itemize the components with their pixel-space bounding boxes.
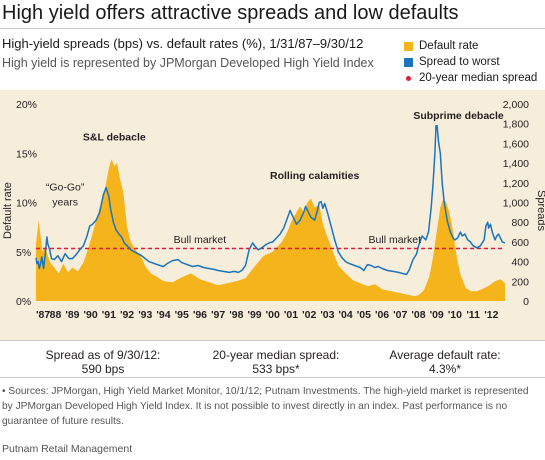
chart-annotation: Bull market — [174, 234, 227, 246]
chart-annotation: “Go-Go” — [46, 182, 85, 194]
x-tick-label: '03 — [320, 309, 334, 321]
footer: Putnam Retail Management — [2, 443, 133, 455]
y-right-tick-label: 400 — [511, 257, 529, 269]
chart-annotation: years — [52, 196, 78, 208]
stat-average-default: Average default rate: 4.3%* — [370, 348, 520, 376]
default-rate-area — [36, 159, 505, 301]
x-tick-label: '99 — [247, 309, 261, 321]
x-tick-label: '08 — [411, 309, 425, 321]
x-tick-label: '90 — [84, 309, 98, 321]
chart-annotation: Bull market — [369, 234, 422, 246]
y-right-tick-label: 1,600 — [503, 138, 529, 150]
y-right-tick-label: 1,400 — [503, 158, 529, 170]
chart-subtitle: High-yield spreads (bps) vs. default rat… — [2, 36, 364, 51]
x-tick-label: '05 — [357, 309, 371, 321]
title-divider — [0, 28, 545, 29]
x-tick-label: '89 — [65, 309, 79, 321]
y-left-tick-label: 5% — [16, 247, 31, 259]
chart-annotation: Rolling calamities — [270, 170, 359, 182]
stats-divider-bottom — [0, 377, 545, 378]
x-tick-label: '04 — [339, 309, 353, 321]
spread-line — [35, 124, 506, 276]
legend: Default rate Spread to worst 20-year med… — [404, 38, 537, 86]
legend-swatch — [404, 41, 413, 51]
y-right-tick-label: 600 — [511, 237, 529, 249]
x-tick-label: '95 — [175, 309, 189, 321]
chart-index-note: High yield is represented by JPMorgan De… — [2, 56, 374, 70]
legend-item-median: 20-year median spread — [404, 70, 537, 86]
stat-label: 20-year median spread: — [212, 348, 340, 362]
y-right-axis-title: Spreads — [535, 190, 545, 231]
legend-item-spread: Spread to worst — [404, 54, 537, 70]
x-tick-label: '02 — [302, 309, 316, 321]
stat-value: 533 bps* — [252, 362, 300, 376]
x-tick-label: '00 — [266, 309, 280, 321]
stats-divider-top — [0, 340, 545, 341]
y-right-tick-label: 800 — [511, 217, 529, 229]
x-tick-label: '93 — [138, 309, 152, 321]
stat-median-spread: 20-year median spread: 533 bps* — [196, 348, 356, 376]
stat-label: Spread as of 9/30/12: — [45, 348, 161, 362]
legend-swatch — [406, 75, 411, 81]
chart-title: High yield offers attractive spreads and… — [2, 2, 459, 24]
y-right-tick-label: 0 — [523, 296, 529, 308]
legend-item-default-rate: Default rate — [404, 38, 537, 54]
y-right-tick-label: 2,000 — [503, 99, 529, 111]
chart-annotation: S&L debacle — [83, 131, 146, 143]
x-tick-label: '97 — [211, 309, 225, 321]
legend-label: Spread to worst — [419, 56, 500, 68]
x-tick-label: '11 — [466, 309, 480, 321]
chart-annotation: Subprime debacle — [413, 110, 504, 122]
sources-note: • Sources: JPMorgan, High Yield Market M… — [2, 386, 529, 427]
legend-label: 20-year median spread — [419, 72, 538, 84]
chart-background — [0, 90, 545, 340]
x-tick-label: '09 — [430, 309, 444, 321]
x-tick-label: '87 — [36, 309, 50, 321]
x-tick-label: '91 — [102, 309, 116, 321]
x-tick-label: '94 — [156, 309, 170, 321]
x-tick-label: '98 — [229, 309, 243, 321]
stat-value: 4.3%* — [428, 362, 462, 376]
x-tick-label: '92 — [120, 309, 134, 321]
x-tick-label: '12 — [484, 309, 498, 321]
y-right-tick-label: 1,200 — [503, 178, 529, 190]
legend-label: Default rate — [419, 40, 479, 52]
x-tick-label: '10 — [448, 309, 462, 321]
y-left-tick-label: 20% — [16, 99, 37, 111]
y-left-axis-title: Default rate — [2, 182, 14, 239]
chart-plot: 0% 5% 10% 15% 20% 0 200 400 600 800 1,000 1,200 1,40… — [0, 90, 545, 340]
x-tick-label: '96 — [193, 309, 207, 321]
stat-current-spread: Spread as of 9/30/12: 590 bps — [28, 348, 178, 376]
x-tick-label: '06 — [375, 309, 389, 321]
y-right-tick-label: 1,000 — [503, 198, 529, 210]
y-left-tick-label: 0% — [16, 296, 31, 308]
y-right-tick-label: 1,800 — [503, 119, 529, 131]
x-tick-label: '01 — [284, 309, 298, 321]
y-left-tick-label: 15% — [16, 148, 37, 160]
x-tick-label: '07 — [393, 309, 407, 321]
stat-value: 590 bps — [81, 362, 125, 376]
legend-swatch — [404, 57, 413, 67]
y-left-tick-label: 10% — [16, 198, 37, 210]
stat-label: Average default rate: — [389, 348, 501, 362]
y-right-tick-label: 200 — [511, 276, 529, 288]
x-tick-label: '88 — [47, 309, 61, 321]
